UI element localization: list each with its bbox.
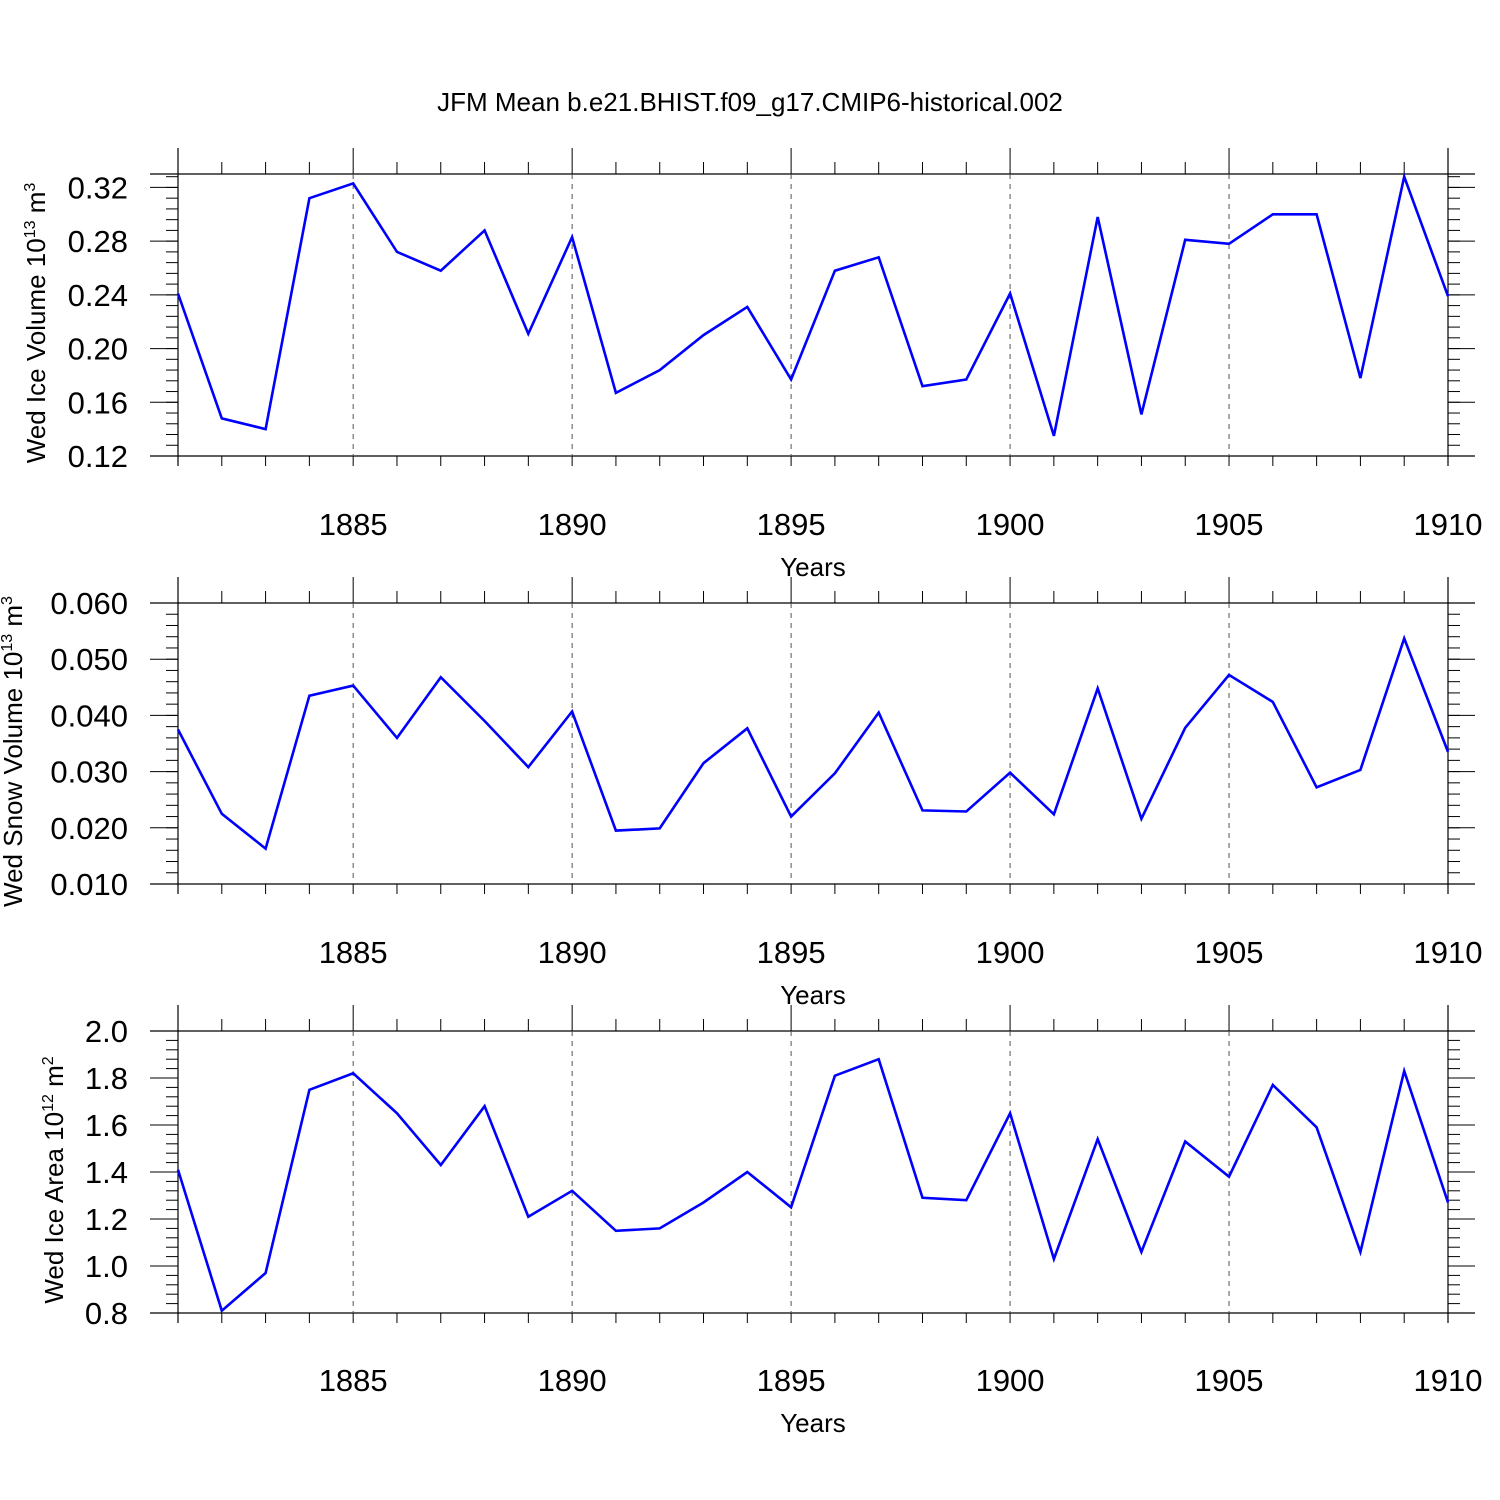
y-tick-label: 0.12 [68, 439, 128, 474]
y-tick-label: 1.8 [85, 1061, 128, 1096]
x-tick-label: 1890 [538, 507, 607, 542]
y-axis-unit-base: 10 [21, 238, 51, 267]
x-tick-label: 1905 [1195, 935, 1264, 970]
chart-panel-2: 0.010 0.020 0.030 0.040 0.050 0.060 1885 1890 18… [0, 577, 1482, 1010]
y-axis-unit-exponent: 12 [40, 1094, 57, 1112]
y-tick-label: 2.0 [85, 1014, 128, 1049]
x-axis-label: Years [780, 1408, 846, 1438]
y-axis-unit-power: 2 [40, 1056, 57, 1065]
x-tick-label: 1905 [1195, 1363, 1264, 1398]
series-line [176, 1057, 1450, 1313]
y-tick-label: 0.040 [50, 698, 128, 733]
y-tick-label: 0.010 [50, 867, 128, 902]
x-tick-label: 1900 [976, 507, 1045, 542]
y-tick-label: 0.20 [68, 332, 128, 367]
y-axis-unit-exponent: 13 [22, 220, 39, 238]
y-tick-label: 0.050 [50, 642, 128, 677]
x-tick-label: 1895 [757, 507, 826, 542]
chart-panel-1: 0.12 0.16 0.20 0.24 0.28 0.32 1885 1890 1895 1900… [21, 148, 1482, 582]
x-tick-label: 1885 [319, 507, 388, 542]
x-tick-label: 1895 [757, 935, 826, 970]
x-axis-label: Years [780, 552, 846, 582]
y-axis-unit-power: 3 [22, 183, 39, 192]
y-axis-unit-symbol: m [39, 1065, 69, 1094]
x-tick-label: 1900 [976, 1363, 1045, 1398]
y-axis-label: Wed Ice Volume 1013 m3 [21, 183, 51, 464]
y-tick-label: 0.28 [68, 224, 128, 259]
x-tick-label: 1910 [1414, 1363, 1483, 1398]
chart-panel-3: 0.8 1.0 1.2 1.4 1.6 1.8 2.0 1885 1890 1895 1900 190… [39, 1005, 1482, 1438]
x-tick-label: 1905 [1195, 507, 1264, 542]
y-tick-label: 0.030 [50, 755, 128, 790]
y-tick-label: 1.0 [85, 1249, 128, 1284]
y-axis-label-name: Wed Snow Volume [0, 681, 28, 907]
x-axis-label: Years [780, 980, 846, 1010]
x-tick-label: 1885 [319, 1363, 388, 1398]
y-tick-label: 1.2 [85, 1202, 128, 1237]
series-line [176, 634, 1450, 851]
x-tick-label: 1890 [538, 1363, 607, 1398]
y-axis-unit-base: 10 [0, 652, 28, 681]
y-axis-label-name: Wed Ice Area [39, 1141, 69, 1304]
x-tick-label: 1895 [757, 1363, 826, 1398]
y-tick-label: 0.8 [85, 1296, 128, 1331]
y-axis-unit-base: 10 [39, 1112, 69, 1141]
y-axis-unit-exponent: 13 [0, 634, 16, 652]
figure-title: JFM Mean b.e21.BHIST.f09_g17.CMIP6-histo… [437, 87, 1063, 117]
x-tick-label: 1890 [538, 935, 607, 970]
x-tick-label: 1910 [1414, 935, 1483, 970]
y-axis-unit-symbol: m [21, 192, 51, 221]
x-tick-label: 1900 [976, 935, 1045, 970]
y-tick-label: 0.060 [50, 586, 128, 621]
y-axis-unit-symbol: m [0, 605, 28, 634]
y-axis-unit-power: 3 [0, 596, 16, 605]
y-tick-label: 1.6 [85, 1108, 128, 1143]
x-tick-label: 1885 [319, 935, 388, 970]
y-axis-label: Wed Snow Volume 1013 m3 [0, 596, 28, 907]
y-axis-label: Wed Ice Area 1012 m2 [39, 1056, 69, 1303]
y-axis-label-name: Wed Ice Volume [21, 267, 51, 463]
y-tick-label: 0.24 [68, 278, 128, 313]
series-line [176, 172, 1450, 437]
y-tick-label: 0.020 [50, 811, 128, 846]
y-tick-label: 0.32 [68, 170, 128, 205]
panels: 0.12 0.16 0.20 0.24 0.28 0.32 1885 1890 1895 1900… [0, 148, 1482, 1438]
x-tick-label: 1910 [1414, 507, 1483, 542]
y-tick-label: 1.4 [85, 1155, 128, 1190]
y-tick-label: 0.16 [68, 385, 128, 420]
